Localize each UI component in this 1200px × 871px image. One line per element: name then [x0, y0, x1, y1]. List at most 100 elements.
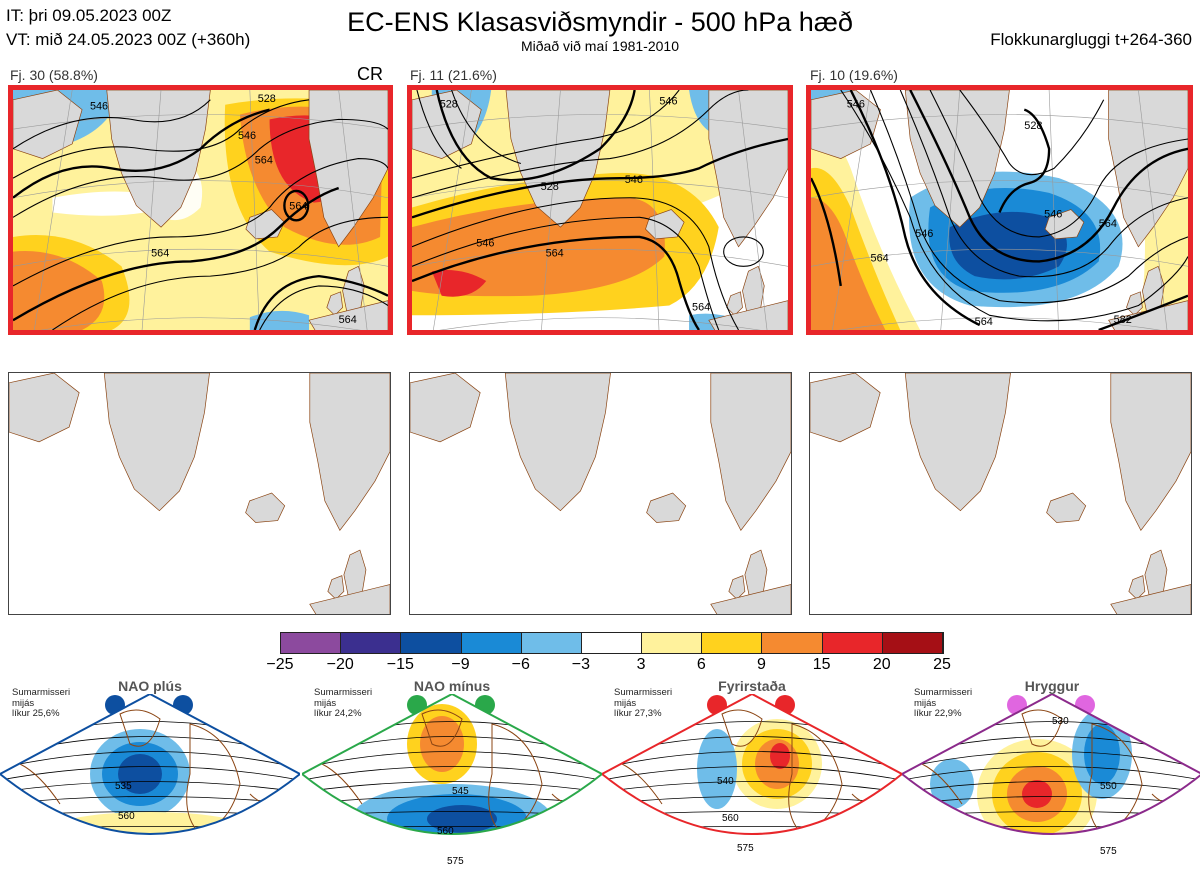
regime-map: 530 550 575: [902, 694, 1200, 869]
regime-season: Sumarmisseri: [914, 687, 973, 698]
anomaly-blob: [697, 729, 737, 809]
coastline: [921, 709, 1193, 834]
regime-name: Hryggur: [1024, 678, 1080, 694]
contour-label: 564: [546, 248, 564, 260]
contour-label: 528: [440, 99, 458, 111]
height-contour: [0, 852, 300, 857]
regime-name: Fyrirstaða: [718, 678, 786, 694]
contour-label: 546: [238, 130, 256, 142]
colorbar-ticks: −25 −20 −15 −9 −6 −3 3 6 9 15 20 25: [0, 656, 1200, 674]
regime-contour-label: 560: [437, 826, 454, 837]
regime-outline: [902, 694, 1200, 835]
contour-label: 528: [258, 93, 276, 105]
colorbar-tick-label: 3: [636, 656, 646, 673]
height-contour: [902, 766, 1200, 781]
colorbar-segment: [642, 633, 703, 653]
header-left: IT: þri 09.05.2023 00Z VT: mið 24.05.202…: [6, 4, 250, 52]
coastline: [621, 709, 893, 834]
cluster-map-2: 528 546 528 546 546 564 564: [407, 85, 793, 335]
colorbar-tick-label: 20: [872, 656, 891, 673]
initial-time: IT: þri 09.05.2023 00Z: [6, 6, 172, 25]
regime-contour-label: 530: [1052, 716, 1069, 727]
regime-contour-label: 540: [717, 776, 734, 787]
contour-label: 564: [975, 316, 993, 328]
regime-contour-label: 560: [722, 813, 739, 824]
colorbar-tick-label: 6: [696, 656, 706, 673]
regime-outline: [0, 694, 300, 835]
regime-map: 540 560 575: [602, 694, 902, 854]
anomaly-blob: [420, 716, 464, 772]
height-contour: [602, 751, 902, 769]
panel-1-label: Fj. 30 (58.8%): [10, 67, 98, 83]
panel-1-tag: CR: [357, 64, 383, 84]
regime-map: 545 560 575: [302, 694, 602, 867]
colorbar-segment: [822, 633, 883, 653]
page-subtitle: Miðað við maí 1981-2010: [521, 38, 679, 54]
regime-contour-label: 535: [115, 781, 132, 792]
height-contour: [302, 840, 602, 842]
regime-name: NAO mínus: [413, 678, 491, 694]
height-contour: [902, 840, 1200, 842]
regime-prob: líkur 24,2%: [314, 708, 362, 719]
cluster-map-3: 546 528 546 546 564 564 564 582: [806, 85, 1193, 335]
colorbar-segment: [521, 633, 582, 653]
height-contour: [0, 766, 300, 781]
height-contour: [602, 766, 902, 781]
colorbar-segment: [341, 633, 402, 653]
regime-season: Sumarmisseri: [314, 687, 373, 698]
anomaly-blob: [1017, 858, 1047, 869]
colorbar-segment: [762, 633, 823, 653]
colorbar-segment: [461, 633, 522, 653]
classification-window: Flokkunargluggi t+264-360: [990, 30, 1192, 49]
regime-contour-label: 545: [452, 786, 469, 797]
regime-info: Sumarmisseri mijás líkur 27,3%: [614, 687, 673, 720]
colorbar-segment: [281, 633, 342, 653]
height-contour: [902, 781, 1200, 793]
regime-prob: líkur 25,6%: [12, 708, 60, 719]
contour-label: 564: [255, 155, 273, 167]
anomaly-blob: [1084, 724, 1120, 784]
contour-label: 528: [541, 181, 559, 193]
regime-contour-label: 560: [118, 811, 135, 822]
regime-map: 535 560: [0, 694, 300, 857]
height-contour: [302, 766, 602, 781]
colorbar-tick-label: −6: [511, 656, 530, 673]
colorbar-tick-label: 25: [933, 656, 951, 673]
colorbar-segment: [581, 633, 643, 653]
contour-label: 564: [871, 252, 889, 264]
regime-prob: líkur 22,9%: [914, 708, 962, 719]
coastline: [19, 709, 291, 834]
regime-prob: líkur 27,3%: [614, 708, 662, 719]
colorbar-tick-label: −9: [451, 656, 470, 673]
regime-mid: mijás: [614, 697, 637, 709]
height-contour: [602, 840, 902, 842]
page-title: EC-ENS Klasasviðsmyndir - 500 hPa hæð: [347, 7, 853, 37]
regime-outline: [602, 694, 902, 835]
regime-contour-label: 575: [737, 843, 754, 854]
contour-label: 546: [625, 174, 643, 186]
empty-map-1: [8, 372, 391, 615]
height-contour: [302, 751, 602, 769]
contour-label: 546: [847, 99, 865, 111]
regime-info: Sumarmisseri mijás líkur 24,2%: [314, 687, 373, 720]
regime-contour-label: 550: [1100, 781, 1117, 792]
height-contour: [902, 751, 1200, 769]
contour-label: 564: [289, 201, 307, 213]
colorbar: [280, 632, 944, 654]
height-contour: [602, 781, 902, 793]
contour-label: 546: [476, 238, 494, 250]
contour-label: 564: [692, 301, 710, 313]
anomaly-blob: [1022, 780, 1052, 808]
regime-info: Sumarmisseri mijás líkur 22,9%: [914, 687, 973, 720]
colorbar-tick-label: −15: [386, 656, 414, 673]
regime-season: Sumarmisseri: [614, 687, 673, 698]
colorbar-tick-label: −3: [571, 656, 591, 673]
contour-label: 546: [90, 101, 108, 113]
contour-label: 582: [1114, 314, 1132, 326]
height-contour: [0, 781, 300, 793]
height-contour: [0, 751, 300, 769]
empty-map-2: [409, 372, 792, 615]
regime-outline: [302, 694, 602, 835]
anomaly-blob: [118, 754, 162, 794]
regime-name: NAO plús: [118, 678, 182, 694]
